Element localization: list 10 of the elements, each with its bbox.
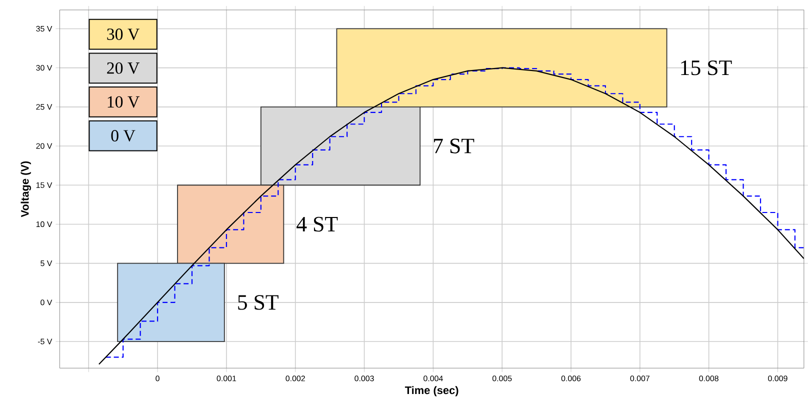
annotation: 4 ST xyxy=(296,216,338,232)
text: 0 V xyxy=(111,130,136,142)
annotation: 7 ST xyxy=(434,138,474,154)
text: 30 V xyxy=(107,28,140,40)
text: 20 V xyxy=(107,62,140,74)
text: 10 V xyxy=(108,96,140,108)
annotation: 15 ST xyxy=(681,60,732,76)
x-axis-title: Time (sec) xyxy=(404,386,458,396)
y-axis-title: Voltage (V) xyxy=(20,161,31,218)
annotation: 5 ST xyxy=(238,295,278,310)
